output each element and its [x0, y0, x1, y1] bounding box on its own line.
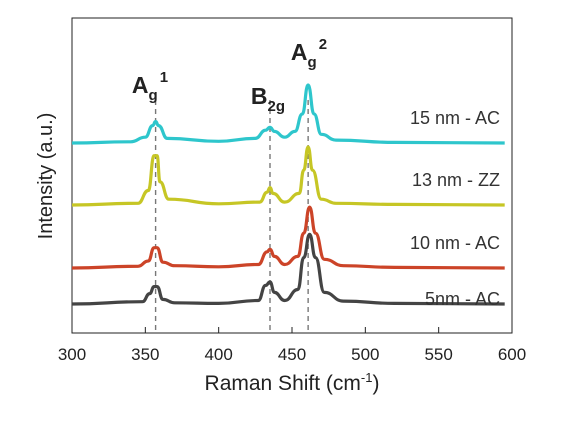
x-axis-label-sup: -1	[361, 370, 373, 385]
x-ticks: 300 350 400 450 500 550 600	[58, 327, 526, 364]
x-axis-label: Raman Shift (cm-1)	[205, 370, 380, 395]
peak-label: B2g	[251, 83, 285, 115]
x-tick-label: 450	[278, 345, 306, 364]
x-tick-label: 300	[58, 345, 86, 364]
peak-label: Ag1	[132, 69, 168, 104]
series-label: 5nm - AC	[425, 289, 500, 309]
peak-label-base: A	[132, 72, 149, 98]
x-tick-label: 500	[351, 345, 379, 364]
x-tick-label: 350	[131, 345, 159, 364]
x-axis-label-end: )	[372, 372, 379, 395]
x-tick-label: 600	[498, 345, 526, 364]
peak-label: Ag2	[291, 36, 327, 71]
series-label: 13 nm - ZZ	[412, 170, 500, 190]
series-line-3	[71, 232, 505, 306]
series-line-2	[71, 205, 505, 270]
series-line-0	[71, 83, 505, 145]
peak-label-sub: g	[308, 54, 317, 71]
peak-label-base: B	[251, 83, 268, 109]
peak-guide-lines	[154, 100, 309, 330]
x-tick-label: 400	[204, 345, 232, 364]
series-label: 10 nm - AC	[410, 233, 500, 253]
peak-label-sub: 2g	[268, 98, 286, 115]
peak-label-sup: 2	[319, 36, 327, 53]
peak-label-sup: 1	[160, 69, 168, 86]
series-label: 15 nm - AC	[410, 108, 500, 128]
series-layer	[71, 83, 505, 306]
series-line-1	[71, 145, 505, 207]
peak-label-sub: g	[149, 87, 158, 104]
x-tick-label: 550	[424, 345, 452, 364]
y-axis-label: Intensity (a.u.)	[35, 113, 57, 240]
series-label-layer: 15 nm - AC 13 nm - ZZ 10 nm - AC 5nm - AC	[410, 108, 500, 309]
peak-label-base: A	[291, 39, 308, 65]
